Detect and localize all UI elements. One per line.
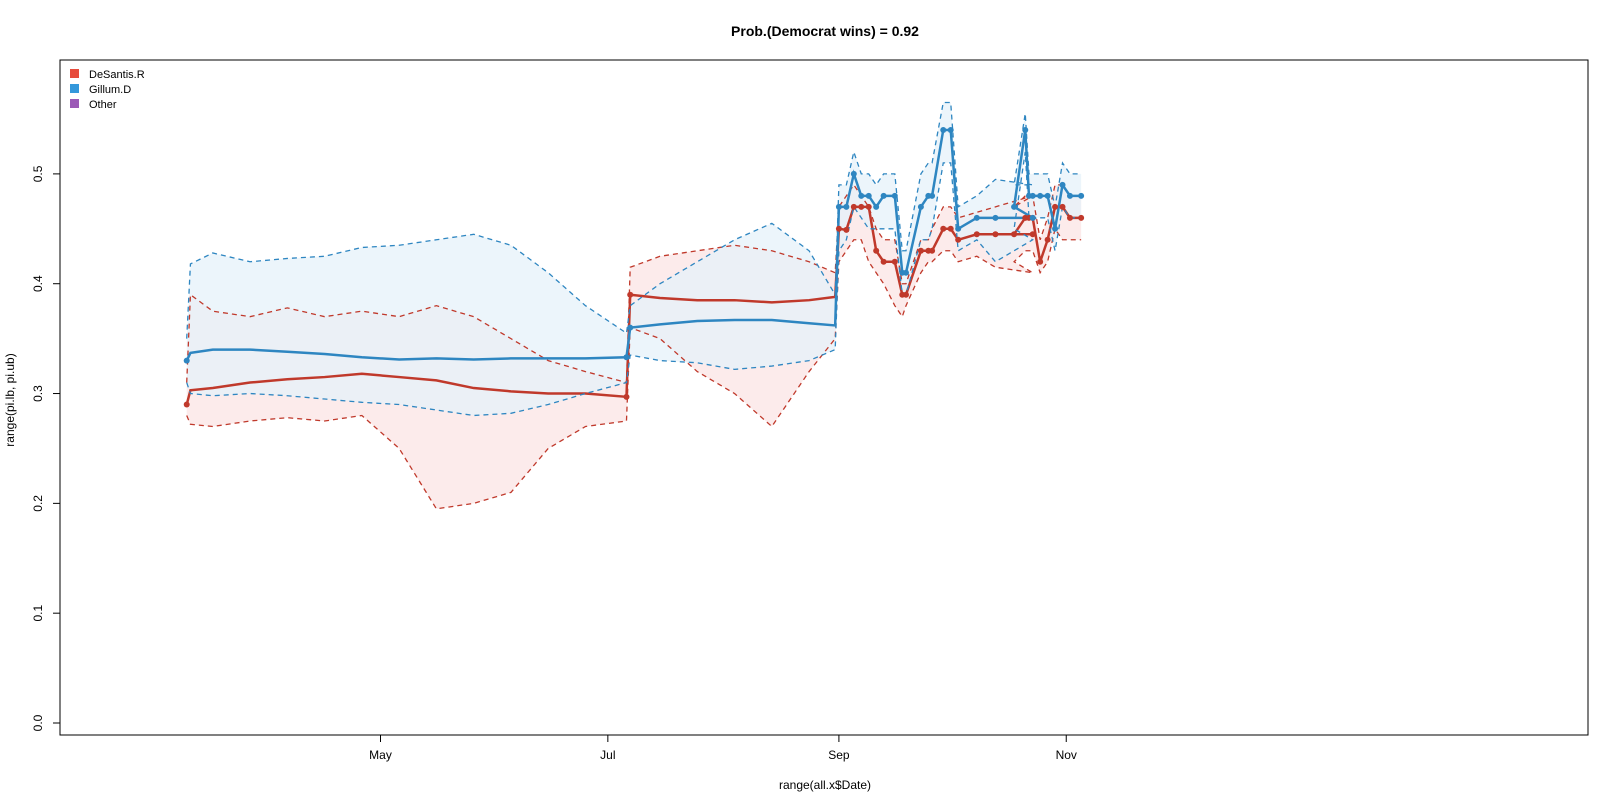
point-desantis-r (1029, 231, 1036, 238)
y-tick-label: 0.1 (31, 605, 45, 622)
band-gillum-d (186, 102, 1082, 416)
point-gillum-d (929, 192, 936, 199)
point-gillum-d (1044, 192, 1051, 199)
x-tick-label: Jul (600, 748, 615, 762)
point-desantis-r (891, 258, 898, 265)
point-desantis-r (873, 247, 880, 254)
legend: DeSantis.R Gillum.D Other (70, 69, 145, 111)
line-gillum-d (185, 128, 1082, 362)
legend-swatch (70, 69, 79, 78)
point-desantis-r (835, 225, 842, 232)
y-tick-label: 0.2 (31, 495, 45, 512)
x-axis: May Jul Sep Nov (369, 735, 1077, 762)
y-tick-label: 0.3 (31, 385, 45, 402)
point-desantis-r (929, 247, 936, 254)
point-gillum-d (835, 203, 842, 210)
legend-label: Other (89, 99, 117, 111)
legend-swatch (70, 84, 79, 93)
point-gillum-d (858, 192, 865, 199)
point-gillum-d (1059, 181, 1066, 188)
point-desantis-r (992, 231, 999, 238)
point-desantis-r (623, 393, 630, 400)
point-desantis-r (1052, 203, 1059, 210)
point-gillum-d (843, 203, 850, 210)
x-axis-label: range(all.x$Date) (779, 778, 871, 792)
y-tick-label: 0.5 (31, 165, 45, 182)
point-gillum-d (880, 192, 887, 199)
upper-bound-gillum-d (186, 101, 1082, 339)
point-desantis-r (850, 203, 857, 210)
point-desantis-r (1037, 258, 1044, 265)
plot-box (59, 59, 1589, 736)
point-desantis-r (955, 236, 962, 243)
point-gillum-d (873, 203, 880, 210)
point-gillum-d (1011, 203, 1018, 210)
point-desantis-r (1066, 214, 1073, 221)
legend-label: DeSantis.R (89, 69, 145, 81)
point-gillum-d (1029, 192, 1036, 199)
point-gillum-d (1052, 225, 1059, 232)
point-gillum-d (1066, 192, 1073, 199)
point-gillum-d (1037, 192, 1044, 199)
point-gillum-d (955, 225, 962, 232)
point-desantis-r (947, 225, 954, 232)
y-axis: 0.0 0.1 0.2 0.3 0.4 0.5 (31, 165, 60, 731)
point-gillum-d (1029, 214, 1036, 221)
point-desantis-r (1078, 214, 1085, 221)
x-tick-label: May (369, 748, 392, 762)
point-desantis-r (1011, 231, 1018, 238)
point-desantis-r (843, 226, 850, 233)
point-gillum-d (891, 192, 898, 199)
point-desantis-r (858, 203, 865, 210)
confidence-bands (186, 102, 1082, 509)
point-desantis-r (940, 225, 947, 232)
legend-label: Gillum.D (89, 84, 131, 96)
legend-swatch (70, 99, 79, 108)
point-desantis-r (1059, 203, 1066, 210)
point-gillum-d (947, 126, 954, 133)
point-desantis-r (917, 247, 924, 254)
point-desantis-r (902, 291, 909, 298)
lower-bound-desantis-r (186, 227, 1082, 510)
x-tick-label: Nov (1056, 748, 1077, 762)
point-gillum-d (623, 354, 630, 361)
point-gillum-d (183, 357, 190, 364)
upper-bound-desantis-r (186, 183, 1082, 384)
point-gillum-d (973, 214, 980, 221)
series-lines (185, 101, 1082, 510)
point-gillum-d (940, 126, 947, 133)
point-gillum-d (992, 214, 999, 221)
point-desantis-r (973, 231, 980, 238)
chart-title: Prob.(Democrat wins) = 0.92 (731, 23, 919, 39)
point-gillum-d (627, 324, 634, 331)
point-desantis-r (627, 291, 634, 298)
point-desantis-r (183, 401, 190, 408)
point-gillum-d (1078, 192, 1085, 199)
series-points (183, 126, 1085, 408)
x-tick-label: Sep (828, 748, 850, 762)
point-gillum-d (1022, 126, 1029, 133)
point-desantis-r (880, 258, 887, 265)
point-desantis-r (1044, 236, 1051, 243)
point-desantis-r (865, 203, 872, 210)
point-gillum-d (850, 170, 857, 177)
lower-bound-gillum-d (186, 151, 1082, 417)
y-axis-label: range(pi.lb, pi.ub) (3, 353, 17, 446)
y-tick-label: 0.0 (31, 714, 45, 731)
point-gillum-d (865, 192, 872, 199)
y-tick-label: 0.4 (31, 275, 45, 292)
point-gillum-d (917, 203, 924, 210)
point-gillum-d (902, 269, 909, 276)
line-desantis-r (185, 205, 1082, 405)
band-desantis-r (186, 184, 1082, 509)
